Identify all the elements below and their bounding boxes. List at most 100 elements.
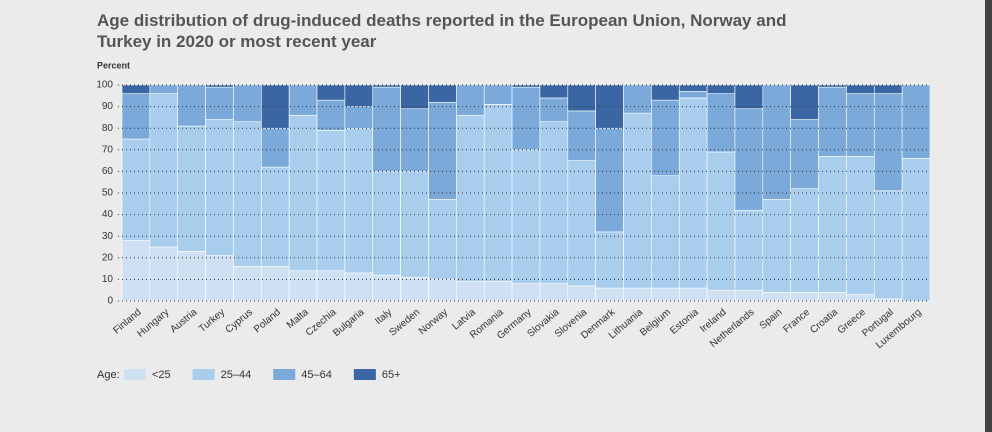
- bar-segment: [790, 119, 819, 189]
- legend-label: 25–44: [221, 369, 252, 381]
- bar-segment: [873, 190, 903, 300]
- bar-segment: [149, 93, 179, 248]
- bar-segment: [818, 155, 847, 293]
- x-tick-label: Cyprus: [224, 307, 255, 336]
- x-tick-label: Italy: [373, 307, 394, 327]
- bar-segment: [873, 93, 903, 192]
- bar-segment: [400, 108, 429, 172]
- bar-segment: [595, 287, 624, 302]
- x-tick-label: Turkey: [197, 307, 227, 335]
- bar-segment: [651, 287, 680, 302]
- x-tick-label: Estonia: [668, 307, 701, 337]
- bar-segment: [734, 84, 764, 110]
- y-tick-label: 0: [107, 296, 113, 307]
- bar-segment: [316, 270, 346, 302]
- legend-title: Age:: [97, 369, 120, 381]
- bar-segment: [790, 188, 819, 293]
- bar-segment: [483, 84, 513, 105]
- bar-segment: [623, 84, 652, 114]
- bar-segment: [428, 101, 457, 200]
- bar-segment: [261, 266, 290, 302]
- bar-segment: [205, 119, 234, 256]
- y-tick-label: 80: [102, 123, 114, 134]
- bar-segment: [734, 289, 764, 302]
- bar-segment: [177, 251, 206, 302]
- bar-segment: [261, 127, 290, 168]
- bar-segment: [706, 93, 736, 153]
- bar-segment: [901, 84, 931, 159]
- x-tick-label: Austria: [168, 307, 199, 336]
- legend-swatch: [192, 369, 215, 380]
- legend-label: 45–64: [301, 369, 332, 381]
- bar-segment: [678, 287, 708, 302]
- y-tick-label: 50: [102, 188, 114, 199]
- bar-segment: [901, 158, 931, 302]
- bar-segment: [873, 84, 903, 94]
- x-tick-label: Poland: [252, 307, 283, 335]
- x-tick-label: Sweden: [387, 307, 422, 339]
- bar-segment: [344, 106, 374, 129]
- bar-segment: [233, 84, 262, 123]
- bar-segment: [372, 171, 401, 276]
- bar-segment: [539, 121, 569, 285]
- bar-segment: [177, 125, 206, 252]
- bar-segment: [706, 289, 736, 302]
- bar-segment: [790, 292, 819, 302]
- bar-segment: [734, 108, 764, 211]
- bar-segment: [316, 84, 346, 101]
- bar-segment: [706, 84, 736, 94]
- bar-segment: [428, 84, 457, 103]
- x-tick-label: Hungary: [135, 307, 171, 340]
- y-tick-label: 30: [102, 231, 114, 242]
- bar-segment: [678, 84, 708, 92]
- bar-segment: [121, 240, 151, 302]
- y-tick-label: 100: [96, 80, 113, 91]
- y-tick-label: 10: [102, 274, 114, 285]
- bar-segment: [316, 99, 346, 131]
- bar-segment: [678, 91, 708, 99]
- bar-segment: [149, 246, 179, 302]
- y-axis-label: Percent: [97, 60, 130, 70]
- y-tick-label: 90: [102, 101, 114, 112]
- bar-segment: [121, 93, 151, 140]
- bar-segment: [762, 292, 791, 302]
- legend-label: <25: [152, 369, 171, 381]
- bar-segment: [762, 199, 791, 293]
- bar-segment: [595, 84, 624, 129]
- bar-segment: [595, 127, 624, 233]
- bar-segment: [511, 149, 541, 285]
- bar-segment: [483, 281, 513, 302]
- bar-segment: [567, 84, 596, 112]
- bar-segment: [288, 84, 318, 116]
- legend-label: 65+: [382, 369, 401, 381]
- bar-segment: [233, 121, 262, 267]
- x-tick-label: Bulgaria: [331, 307, 367, 339]
- x-tick-label: France: [781, 307, 812, 336]
- bar-segment: [205, 84, 234, 88]
- bar-segment: [623, 112, 652, 289]
- y-tick-label: 70: [102, 144, 114, 155]
- bar-segment: [790, 84, 819, 120]
- legend-swatch: [124, 369, 146, 380]
- y-tick-label: 20: [102, 252, 114, 263]
- bar-segment: [428, 279, 457, 302]
- bar-segment: [846, 93, 875, 157]
- bar-segment: [762, 84, 791, 200]
- bar-segment: [539, 84, 569, 99]
- bar-segment: [233, 266, 262, 302]
- bar-segment: [456, 281, 485, 302]
- bar-segment: [567, 160, 596, 287]
- bar-segment: [344, 84, 374, 107]
- bar-segment: [288, 270, 318, 302]
- bar-segment: [177, 84, 206, 127]
- bar-segment: [149, 84, 179, 94]
- bar-segment: [372, 86, 401, 172]
- bar-segment: [846, 294, 875, 302]
- bar-segment: [400, 276, 429, 302]
- bar-segment: [288, 114, 318, 272]
- bar-segment: [539, 97, 569, 123]
- y-tick-label: 40: [102, 209, 114, 220]
- bar-segment: [734, 209, 764, 291]
- bar-segment: [651, 84, 680, 101]
